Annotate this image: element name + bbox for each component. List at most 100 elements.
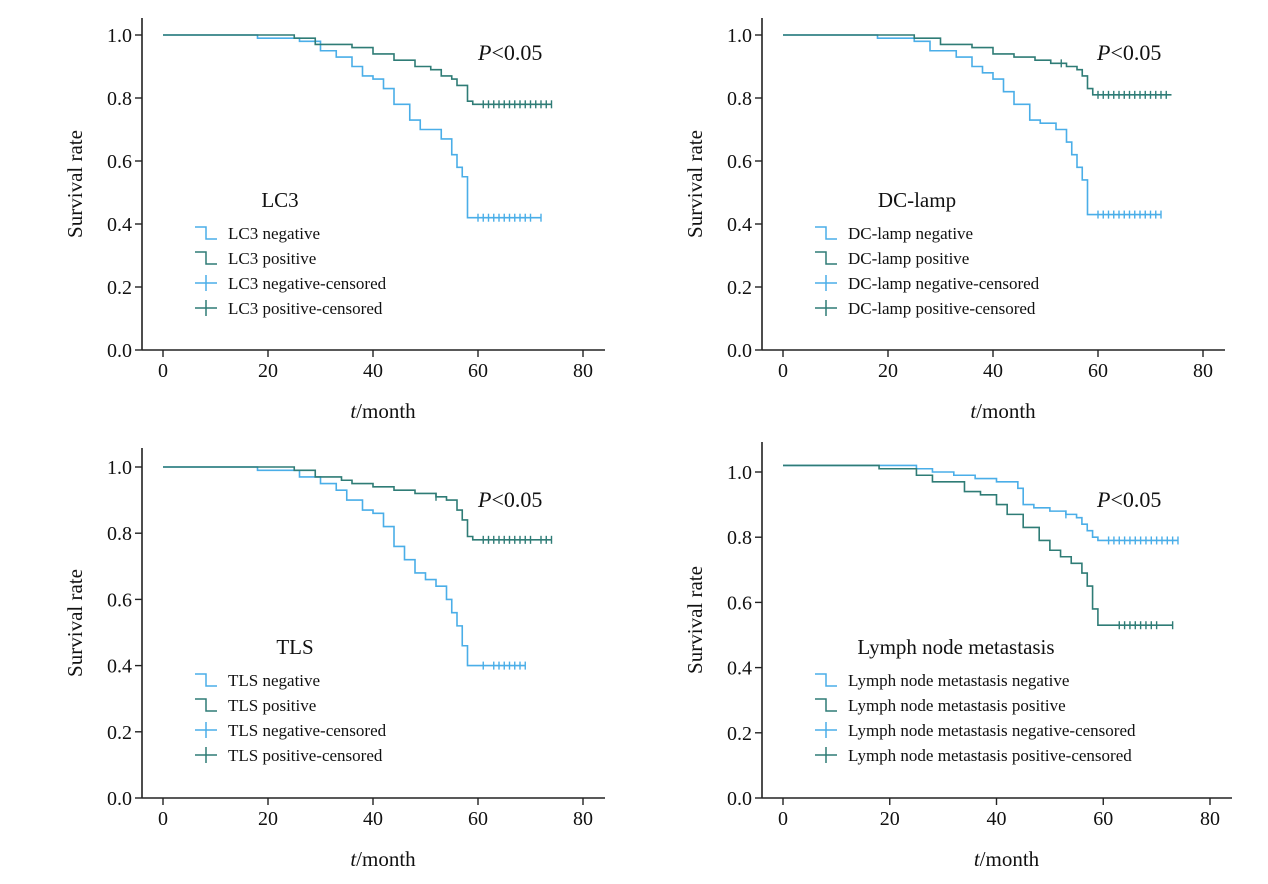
x-axis-label-variable: t [974,847,981,871]
y-tick-label: 0.6 [727,592,752,614]
series-line-negative [783,464,1178,542]
y-axis-label: Survival rate [63,130,87,238]
x-tick-label: 40 [363,360,383,382]
legend-step-icon [195,673,217,687]
legend-step-icon [195,698,217,712]
legend-label: DC-lamp negative-censored [848,274,1040,293]
legend-step-icon [815,226,837,240]
x-axis-label-variable: t [350,847,357,871]
y-tick-label: 0.0 [727,788,752,810]
legend-label: LC3 positive-censored [228,299,383,318]
y-tick-label: 1.0 [727,25,752,47]
x-tick-label: 0 [778,808,788,830]
x-axis-label: t/month [350,399,416,423]
legend-step-icon [195,251,217,265]
legend-step-icon [815,251,837,265]
series-line-positive [163,34,552,106]
chart-panel-2: 0 20 40 60 80 0.0 0.2 0.4 0.6 0.8 1.0 Survival rate… [683,18,1225,423]
y-tick-label: 1.0 [107,457,132,479]
x-tick-label: 40 [363,808,383,830]
legend-step-icon [815,698,837,712]
y-tick-label: 1.0 [727,462,752,484]
y-axis-label: Survival rate [683,566,707,674]
chart-panel-3: 0 20 40 60 80 0.0 0.2 0.4 0.6 0.8 1.0 Survival rate… [63,448,605,871]
p-value-symbol: P [1096,40,1110,65]
y-tick-label: 0.0 [727,340,752,362]
x-tick-label: 60 [1088,360,1108,382]
y-tick-label: 0.2 [107,277,132,299]
x-axis-label-unit: /month [980,847,1040,871]
legend-label: Lymph node metastasis negative-censored [848,721,1136,740]
legend-label: DC-lamp negative [848,224,973,243]
series-line-negative [163,34,541,219]
y-tick-label: 0.8 [727,88,752,110]
x-tick-label: 80 [1193,360,1213,382]
y-tick-label: 0.4 [107,656,132,678]
legend-label: LC3 negative-censored [228,274,387,293]
x-tick-label: 60 [1093,808,1113,830]
y-tick-label: 0.2 [107,722,132,744]
y-tick-label: 0.4 [727,658,752,680]
y-tick-label: 0.6 [107,151,132,173]
x-tick-label: 80 [573,360,593,382]
legend-label: LC3 positive [228,249,316,268]
legend-title: DC-lamp [878,188,956,212]
p-value-text: <0.05 [491,40,542,65]
series-line-negative [783,34,1161,216]
y-tick-label: 0.6 [107,589,132,611]
x-tick-label: 40 [983,360,1003,382]
series-line-positive [163,466,552,541]
x-axis-label-unit: /month [356,847,416,871]
legend-label: TLS positive [228,696,316,715]
legend-label: LC3 negative [228,224,320,243]
y-tick-label: 0.4 [727,214,752,236]
y-tick-label: 0.8 [107,88,132,110]
x-tick-label: 0 [158,360,168,382]
x-axis-label: t/month [350,847,416,871]
y-tick-label: 0.2 [727,723,752,745]
x-tick-label: 0 [778,360,788,382]
x-axis-label-variable: t [970,399,977,423]
p-value-symbol: P [477,487,491,512]
x-tick-label: 20 [878,360,898,382]
legend-label: TLS negative-censored [228,721,387,740]
p-value-annotation: P<0.05 [477,40,542,65]
series-line-positive [783,34,1172,96]
x-tick-label: 20 [880,808,900,830]
x-axis-label: t/month [970,399,1036,423]
x-axis-label-unit: /month [356,399,416,423]
p-value-annotation: P<0.05 [1096,487,1161,512]
x-tick-label: 0 [158,808,168,830]
p-value-annotation: P<0.05 [1096,40,1161,65]
legend-label: Lymph node metastasis positive [848,696,1066,715]
x-tick-label: 60 [468,808,488,830]
x-tick-label: 20 [258,360,278,382]
p-value-text: <0.05 [1110,40,1161,65]
y-tick-label: 0.8 [727,527,752,549]
chart-panel-4: 0 20 40 60 80 0.0 0.2 0.4 0.6 0.8 1.0 Survival rate… [683,442,1232,871]
p-value-symbol: P [477,40,491,65]
x-tick-label: 80 [1200,808,1220,830]
legend-label: TLS positive-censored [228,746,383,765]
y-axis-label: Survival rate [683,130,707,238]
p-value-symbol: P [1096,487,1110,512]
y-tick-label: 1.0 [107,25,132,47]
x-axis-label-variable: t [350,399,357,423]
y-tick-label: 0.6 [727,151,752,173]
legend-label: DC-lamp positive-censored [848,299,1036,318]
y-tick-label: 0.4 [107,214,132,236]
legend-step-icon [815,673,837,687]
series-line-negative [163,466,526,667]
p-value-text: <0.05 [1110,487,1161,512]
y-tick-label: 0.0 [107,788,132,810]
y-tick-label: 0.8 [107,523,132,545]
x-tick-label: 20 [258,808,278,830]
y-tick-label: 0.0 [107,340,132,362]
legend-step-icon [195,226,217,240]
legend-label: Lymph node metastasis negative [848,671,1069,690]
legend-label: TLS negative [228,671,320,690]
x-axis-label-unit: /month [976,399,1036,423]
x-axis-label: t/month [974,847,1040,871]
p-value-annotation: P<0.05 [477,487,542,512]
